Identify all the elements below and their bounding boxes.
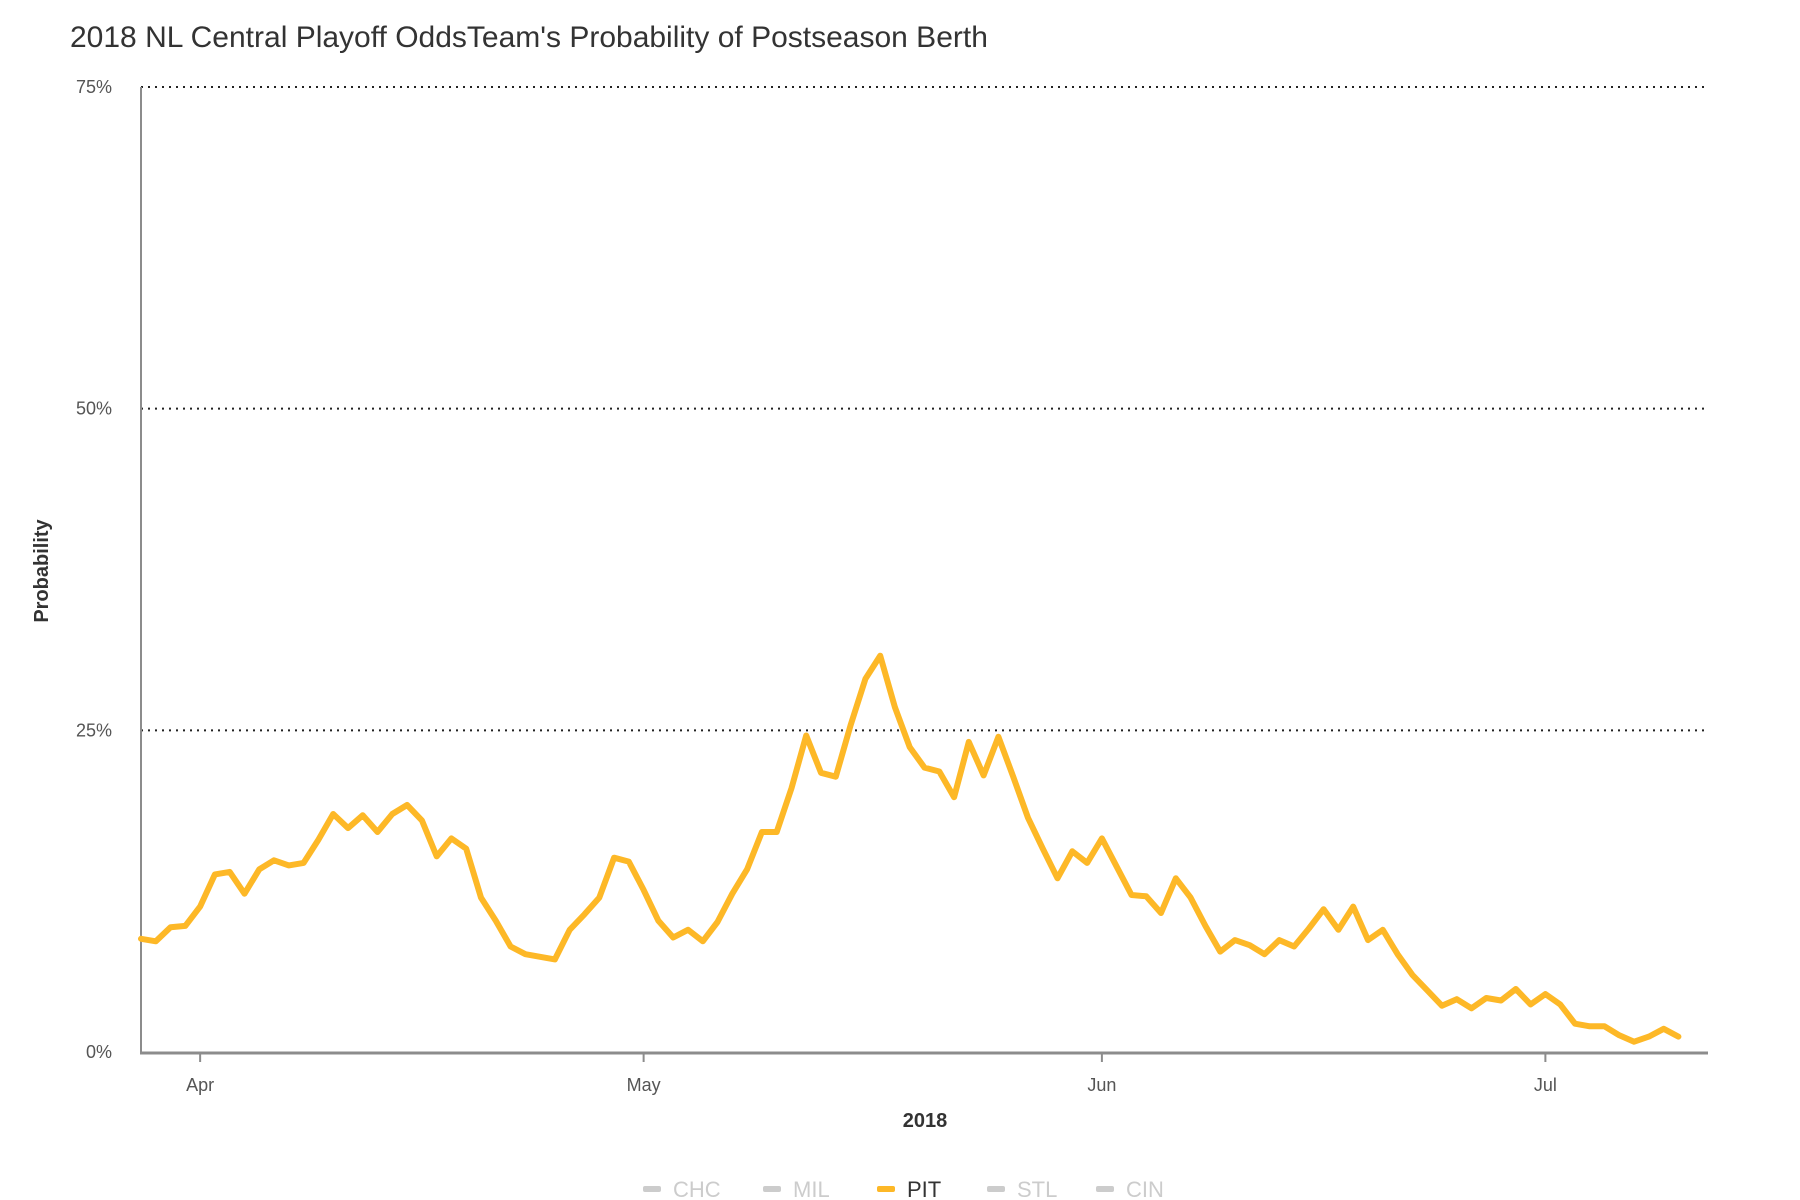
legend-swatch: [1096, 1186, 1114, 1192]
legend-swatch: [643, 1186, 661, 1192]
series-layer: [138, 652, 1682, 1045]
x-tick-label: Jun: [1087, 1075, 1116, 1095]
x-tick-label: May: [627, 1075, 661, 1095]
legend-swatch: [763, 1186, 781, 1192]
legend-swatch: [877, 1186, 895, 1192]
x-axis-ticks: Apr May Jun Jul: [186, 1052, 1557, 1095]
series-line-pit: [138, 652, 1682, 1045]
legend-label: CIN: [1126, 1177, 1164, 1200]
legend-swatch: [987, 1186, 1005, 1192]
x-axis-label: 2018: [903, 1110, 948, 1132]
y-axis-label: Probability: [31, 518, 53, 622]
y-tick-label: 25%: [76, 720, 112, 740]
y-tick-label: 0%: [86, 1042, 112, 1062]
legend-label: CHC: [673, 1177, 721, 1200]
legend-item-stl[interactable]: STL: [987, 1177, 1057, 1200]
legend-label: PIT: [907, 1177, 941, 1200]
legend: CHC MIL PIT STL CIN: [643, 1177, 1164, 1200]
legend-item-chc[interactable]: CHC: [643, 1177, 721, 1200]
x-tick-label: Jul: [1534, 1075, 1557, 1095]
legend-item-mil[interactable]: MIL: [763, 1177, 830, 1200]
y-tick-label: 50%: [76, 399, 112, 419]
legend-item-pit[interactable]: PIT: [877, 1177, 941, 1200]
y-axis-ticks: 0% 25% 50% 75%: [76, 77, 112, 1062]
legend-item-cin[interactable]: CIN: [1096, 1177, 1164, 1200]
legend-label: STL: [1017, 1177, 1057, 1200]
y-tick-label: 75%: [76, 77, 112, 97]
legend-label: MIL: [793, 1177, 830, 1200]
chart-title: 2018 NL Central Playoff OddsTeam's Proba…: [70, 21, 988, 54]
x-tick-label: Apr: [186, 1075, 214, 1095]
gridlines: [141, 86, 1708, 732]
